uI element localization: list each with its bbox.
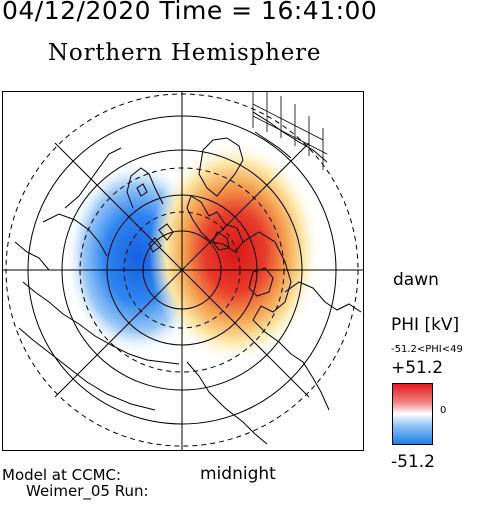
coastlines (14, 111, 362, 445)
polar-map (2, 91, 364, 451)
midnight-label: midnight (200, 464, 276, 484)
page-title: Northern Hemisphere (48, 40, 322, 66)
colorbar-max-label: +51.2 (391, 358, 444, 378)
colorbar-title: PHI [kV] (391, 315, 460, 335)
graticule-blocks (252, 92, 328, 170)
timestamp: 04/12/2020 Time = 16:41:00 (2, 0, 378, 25)
colorbar (392, 383, 433, 445)
polar-map-canvas (3, 92, 363, 450)
colorbar-min-label: -51.2 (391, 452, 435, 472)
colorbar-zero-label: 0 (440, 405, 447, 416)
colorbar-range: -51.2<PHI<49 (391, 344, 463, 355)
model-label: Model at CCMC: (2, 466, 122, 484)
run-label: Weimer_05 Run: (26, 482, 149, 500)
meridian-lines (3, 92, 363, 450)
dawn-label: dawn (393, 270, 439, 290)
